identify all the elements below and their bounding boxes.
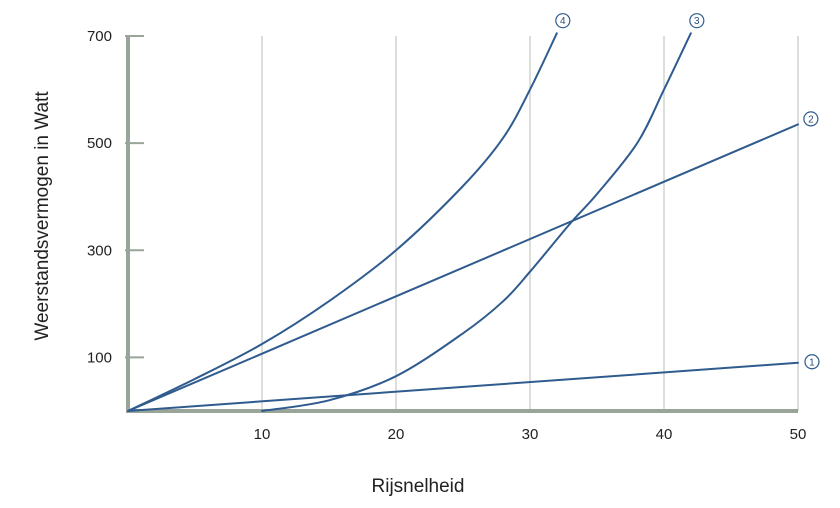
x-axis-title: Rijsnelheid	[372, 476, 465, 497]
y-axis-title: Weerstandsvermogen in Watt	[32, 91, 53, 341]
x-tick-label-0: 10	[254, 426, 271, 443]
series-marker-circle-1	[804, 354, 820, 370]
series-marker-label-3: 3	[694, 16, 700, 27]
series-marker-label-4: 4	[560, 16, 566, 27]
x-tick-label-2: 30	[522, 426, 539, 443]
series-marker-circle-3	[689, 13, 705, 29]
y-tick-label-1: 300	[87, 242, 112, 259]
series-markers: 1 2 3 4	[555, 13, 820, 370]
series-marker-label-1: 1	[809, 357, 815, 368]
grid-lines	[261, 36, 799, 411]
series-line-3	[261, 32, 692, 412]
x-tick-label-4: 50	[790, 426, 807, 443]
y-tick-label-2: 500	[87, 135, 112, 152]
x-tick-label-3: 40	[656, 426, 673, 443]
series-marker-label-2: 2	[808, 114, 814, 125]
series-marker-circle-2	[803, 111, 819, 127]
series-line-2	[127, 123, 799, 412]
axes	[125, 35, 798, 413]
y-tick-label-0: 100	[87, 349, 112, 366]
x-tick-label-1: 20	[388, 426, 405, 443]
series-line-1	[127, 361, 799, 412]
series-marker-circle-4	[555, 13, 571, 29]
series-line-4	[127, 32, 558, 412]
y-tick-label-3: 700	[87, 28, 112, 45]
series-lines	[127, 32, 799, 412]
tick-labels: 100 300 500 700 10 20 30 40 50	[87, 28, 806, 443]
